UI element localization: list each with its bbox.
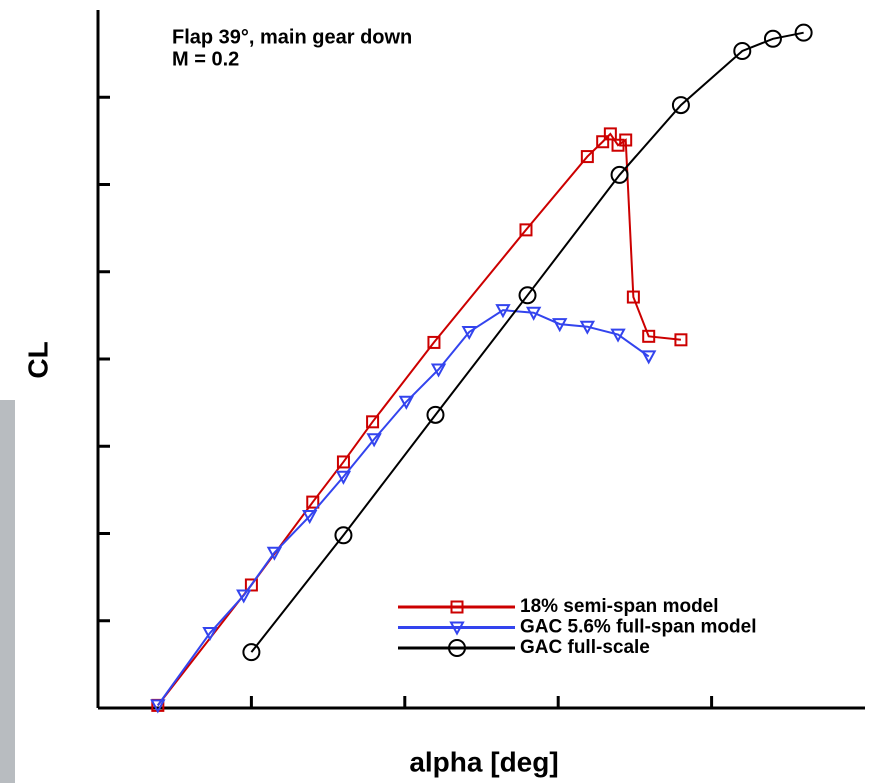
marker — [242, 643, 261, 662]
marker — [302, 510, 318, 525]
x-axis-label: alpha [deg] — [409, 746, 558, 777]
series-line — [157, 132, 682, 706]
marker — [596, 135, 610, 149]
marker — [450, 600, 464, 614]
marker — [580, 150, 594, 164]
marker — [334, 526, 353, 545]
marker — [336, 455, 350, 469]
marker — [603, 127, 617, 141]
legend-label: 18% semi-span model — [520, 596, 719, 617]
marker — [641, 350, 657, 365]
marker — [244, 578, 258, 592]
marker — [430, 363, 447, 378]
marker — [610, 165, 629, 184]
marker — [366, 433, 382, 448]
marker — [306, 495, 320, 509]
photo-fragment — [0, 400, 15, 783]
series-line — [157, 309, 650, 706]
marker — [674, 333, 688, 347]
marker — [449, 621, 465, 636]
marker — [610, 328, 626, 343]
marker — [461, 325, 477, 341]
marker — [671, 96, 690, 115]
marker — [335, 470, 352, 485]
marker — [150, 699, 166, 714]
marker — [202, 626, 218, 642]
marker — [366, 415, 380, 429]
marker — [763, 29, 782, 48]
marker — [448, 639, 466, 657]
marker — [518, 286, 537, 305]
marker — [619, 133, 633, 147]
marker — [642, 329, 656, 343]
marker — [794, 23, 813, 42]
marker — [495, 304, 511, 319]
marker — [733, 42, 752, 61]
marker — [519, 223, 533, 237]
y-axis-label: CL — [22, 341, 53, 378]
series-line — [250, 31, 804, 653]
marker — [266, 546, 283, 561]
marker — [552, 318, 568, 333]
marker — [426, 405, 445, 424]
marker — [525, 306, 542, 321]
marker — [236, 589, 252, 604]
legend-label: GAC 5.6% full-span model — [520, 617, 756, 638]
marker — [579, 320, 596, 335]
annotation: M = 0.2 — [172, 48, 239, 70]
annotation: Flap 39°, main gear down — [172, 26, 412, 48]
legend-label: GAC full-scale — [520, 637, 650, 658]
marker — [398, 395, 415, 410]
marker — [626, 290, 640, 304]
marker — [427, 335, 441, 349]
